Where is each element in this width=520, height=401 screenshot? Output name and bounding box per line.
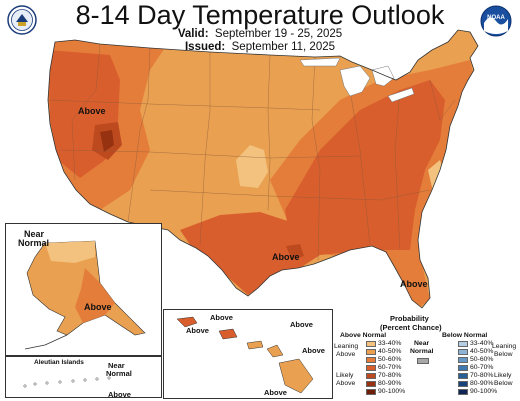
label-hawaii-above-3: Above (290, 320, 313, 329)
legend-leaning-below-2: Below (494, 351, 513, 358)
label-hawaii-above-1: Above (210, 313, 233, 322)
region-louisiana-70-80 (286, 244, 304, 260)
label-aleutian-near-2: Normal (106, 369, 132, 378)
hawaii-inset (163, 309, 333, 399)
legend-title-1: Probability (390, 314, 429, 323)
legend-above-item-swatch (366, 365, 376, 371)
alaska-inset (5, 223, 162, 356)
legend-below-item-swatch (458, 349, 468, 355)
alaska-near-normal-zone (45, 241, 95, 263)
legend-above-item-label: 50-60% (378, 356, 402, 363)
legend-near-swatch (417, 358, 429, 364)
alaska-peninsula (24, 334, 68, 350)
hawaii-big-island (278, 358, 314, 394)
lake-huron (371, 65, 395, 87)
legend-below-item-swatch (458, 381, 468, 387)
lake-michigan (339, 65, 371, 97)
legend-above-header: Above Normal (340, 332, 387, 339)
legend-above-item-label: 40-50% (378, 348, 402, 355)
legend-leaning-above-1: Leaning (334, 343, 359, 350)
legend-below-item-swatch (458, 373, 468, 379)
legend-likely-above-1: Likely (336, 372, 354, 379)
hawaii-oahu (218, 328, 238, 340)
valid-line: Valid: September 19 - 25, 2025 (0, 28, 520, 40)
legend-above-item-label: 70-80% (378, 372, 402, 379)
legend-below-item-label: 33-40% (470, 340, 494, 347)
issued-value: September 11, 2025 (231, 41, 336, 53)
lake-erie (387, 87, 415, 103)
legend-above-item-label: 90-100% (378, 388, 406, 395)
legend-below-item-swatch (458, 365, 468, 371)
legend-above-item-swatch (366, 373, 376, 379)
noaa-logo-text: NOAA (487, 15, 505, 21)
hawaii-molokai (246, 340, 264, 350)
page-title: 8-14 Day Temperature Outlook (75, 0, 445, 30)
legend-above-item-swatch (366, 381, 376, 387)
legend-above-item-swatch (366, 357, 376, 363)
legend-below-item-label: 70-80% (470, 372, 494, 379)
label-aleutian-near-1: Near (108, 361, 125, 370)
legend-leaning-above-2: Above (336, 351, 356, 358)
label-alaska-above: Above (84, 302, 112, 312)
legend-below-item-label: 40-50% (470, 348, 494, 355)
legend-below-item-swatch (458, 389, 468, 395)
hawaii-maui (266, 344, 284, 358)
legend-below-item-label: 90-100% (470, 388, 498, 395)
legend-below-item-label: 60-70% (470, 364, 494, 371)
legend-above-item-label: 60-70% (378, 364, 402, 371)
region-florida-50-60 (390, 255, 430, 308)
legend-leaning-below-1: Leaning (492, 343, 517, 350)
legend-below-item-swatch (458, 357, 468, 363)
valid-value: September 19 - 25, 2025 (214, 28, 343, 40)
legend-above-item-swatch (366, 389, 376, 395)
region-gulf-60-70 (180, 212, 320, 295)
legend-likely-below-2: Below (494, 380, 513, 387)
legend-above-item-label: 33-40% (378, 340, 402, 347)
legend-near-2: Normal (410, 348, 434, 355)
issued-line: Issued: September 11, 2025 (0, 41, 520, 53)
legend-below-header: Below Normal (442, 332, 488, 339)
label-aleutian-title: Aleutian Islands (34, 359, 84, 366)
hawaii-kauai (176, 316, 198, 328)
legend-likely-above-2: Above (336, 380, 356, 387)
label-aleutian-above: Above (108, 390, 131, 399)
alaska-above-zone (75, 268, 115, 323)
legend-below-item-label: 80-90% (470, 380, 494, 387)
valid-label: Valid: (177, 28, 209, 40)
legend-title-2: (Percent Chance) (380, 323, 442, 332)
legend-below-item-label: 50-60% (470, 356, 494, 363)
label-alaska-near-2: Normal (18, 238, 50, 248)
legend-above-item-swatch (366, 341, 376, 347)
legend-below-item-swatch (458, 341, 468, 347)
label-above-west: Above (78, 106, 106, 116)
issued-label: Issued: (184, 41, 226, 53)
legend-likely-below-1: Likely (494, 372, 512, 379)
label-hawaii-above-4: Above (302, 346, 325, 355)
legend-above-item-label: 80-90% (378, 380, 402, 387)
noaa-logo-icon: NOAA (480, 5, 512, 37)
label-above-florida: Above (400, 279, 428, 289)
region-plains-33-40 (236, 145, 268, 188)
region-basin-80-90 (100, 130, 114, 152)
commerce-seal-icon (7, 5, 37, 35)
label-alaska-near-1: Near (24, 229, 45, 239)
label-hawaii-above-2: Above (186, 326, 209, 335)
label-hawaii-above-5: Above (264, 388, 287, 397)
legend-near-1: Near (414, 340, 430, 347)
legend-above-item-swatch (366, 349, 376, 355)
lake-superior (299, 57, 341, 67)
aleutian-inset (5, 356, 162, 398)
label-above-gulf: Above (272, 252, 300, 262)
region-east-60-70 (285, 80, 445, 255)
